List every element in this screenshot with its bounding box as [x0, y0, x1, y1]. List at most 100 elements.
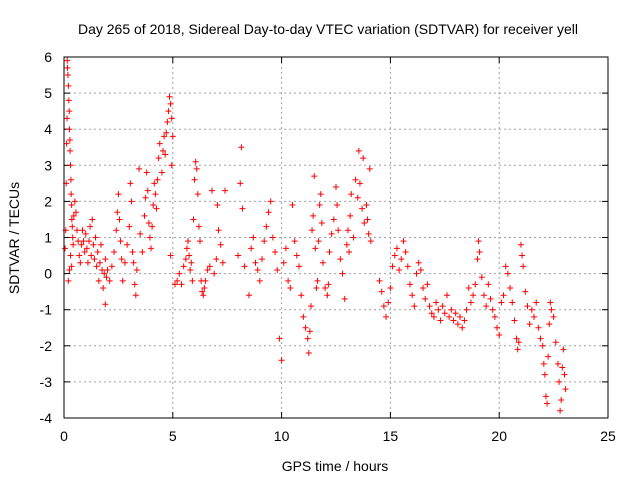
data-point	[559, 364, 566, 371]
data-point	[339, 270, 346, 277]
data-point	[83, 245, 90, 252]
data-point	[465, 285, 472, 292]
data-point	[219, 259, 226, 266]
data-point	[68, 263, 75, 270]
data-point	[163, 129, 170, 136]
data-point	[126, 223, 133, 230]
data-point	[204, 266, 211, 273]
data-point	[102, 301, 109, 308]
data-point	[560, 346, 567, 353]
data-point	[68, 191, 75, 198]
data-point	[524, 303, 531, 310]
data-point	[325, 281, 332, 288]
grid-lines	[64, 57, 608, 418]
data-point	[66, 137, 73, 144]
data-point	[305, 350, 312, 357]
data-point	[344, 227, 351, 234]
data-point	[256, 277, 263, 284]
data-point	[311, 173, 318, 180]
data-point	[116, 216, 123, 223]
data-point	[132, 292, 139, 299]
data-point	[354, 194, 361, 201]
data-point	[417, 266, 424, 273]
data-point	[201, 285, 208, 292]
chart-title: Day 265 of 2018, Sidereal Day-to-day VTE…	[78, 21, 578, 37]
data-point	[155, 155, 162, 162]
data-point	[517, 241, 524, 248]
data-point	[330, 216, 337, 223]
data-point	[68, 216, 75, 223]
data-point	[245, 292, 252, 299]
data-point	[317, 191, 324, 198]
data-point	[176, 270, 183, 277]
data-point	[115, 191, 122, 198]
data-point	[328, 230, 335, 237]
data-point	[539, 342, 546, 349]
data-point	[211, 270, 218, 277]
data-point	[72, 209, 79, 216]
data-point	[483, 303, 490, 310]
data-point	[154, 176, 161, 183]
data-point	[474, 256, 481, 263]
data-point	[450, 317, 457, 324]
data-point	[108, 263, 115, 270]
data-point	[296, 263, 303, 270]
data-point	[502, 263, 509, 270]
data-point	[136, 165, 143, 172]
x-tick-label: 15	[383, 428, 399, 444]
data-point	[188, 259, 195, 266]
data-point	[103, 274, 110, 281]
data-point	[387, 285, 394, 292]
data-point	[312, 245, 319, 252]
data-point	[208, 187, 215, 194]
data-point	[509, 299, 516, 306]
data-point	[406, 281, 413, 288]
data-point	[263, 223, 270, 230]
data-point	[341, 295, 348, 302]
data-point	[520, 263, 527, 270]
data-point	[367, 238, 374, 245]
data-point	[92, 234, 99, 241]
data-point	[187, 266, 194, 273]
data-point	[389, 263, 396, 270]
data-point	[307, 303, 314, 310]
data-point	[88, 252, 95, 259]
data-point	[435, 306, 442, 313]
data-point	[127, 180, 134, 187]
data-point	[562, 386, 569, 393]
y-axis-label: SDTVAR / TECUs	[6, 182, 22, 294]
data-point	[500, 292, 507, 299]
data-point	[306, 328, 313, 335]
data-point	[67, 176, 74, 183]
data-point	[91, 256, 98, 263]
data-point	[322, 285, 329, 292]
data-point	[250, 234, 257, 241]
data-point	[195, 223, 202, 230]
data-point	[217, 241, 224, 248]
data-point	[552, 339, 559, 346]
data-point	[350, 234, 357, 241]
data-point	[182, 256, 189, 263]
data-point	[68, 202, 75, 209]
data-point	[222, 187, 229, 194]
data-point	[148, 245, 155, 252]
data-point	[457, 313, 464, 320]
plot-frame	[63, 56, 609, 419]
data-point	[238, 144, 245, 151]
data-point	[186, 252, 193, 259]
x-tick-labels: 0 5 10 15 20 25	[60, 428, 616, 444]
data-point	[80, 238, 87, 245]
y-tick-label: -4	[40, 410, 53, 426]
data-point	[133, 266, 140, 273]
y-tick-label: -1	[40, 302, 53, 318]
data-point	[151, 180, 158, 187]
data-point	[282, 245, 289, 252]
data-point	[199, 288, 206, 295]
data-point	[67, 147, 74, 154]
data-point	[64, 72, 71, 79]
data-point	[62, 245, 69, 252]
data-point	[365, 230, 372, 237]
data-point	[104, 266, 111, 273]
data-point	[128, 198, 135, 205]
data-point	[415, 259, 422, 266]
